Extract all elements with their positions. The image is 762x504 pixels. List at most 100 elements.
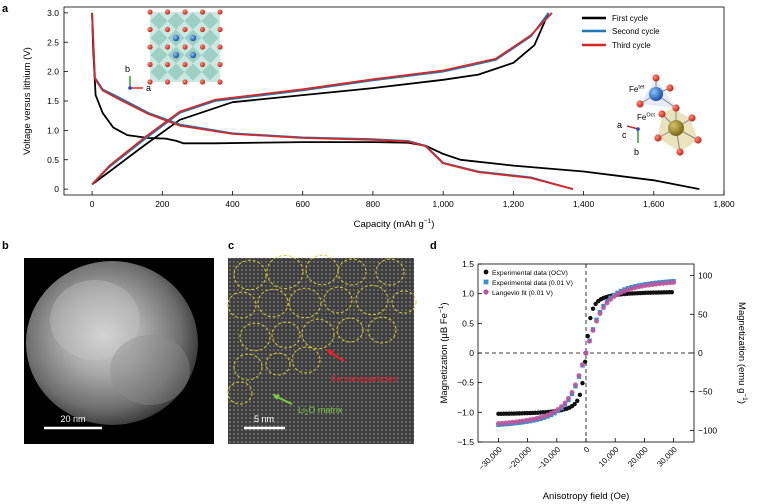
data-point-ocv	[593, 301, 598, 307]
data-point-ocv	[588, 315, 593, 321]
d-x-tick-label: 0	[582, 445, 592, 455]
d-y-tick-label: 0.5	[462, 318, 474, 328]
a-x-tick-label: 800	[366, 199, 380, 209]
data-point-langevin	[503, 420, 508, 426]
data-point-langevin	[569, 389, 575, 395]
panel-a-chart: 0 200 400 600 800 1,000 1,200 1,400 1,600 1,800 0…	[22, 6, 735, 230]
data-point-langevin	[517, 418, 522, 424]
nanoparticle-outline	[265, 352, 291, 376]
nanoparticle-outline	[257, 288, 289, 318]
oxygen-atom	[147, 61, 153, 68]
data-point-ocv	[580, 380, 585, 386]
d-y-tick-label-right: 0	[698, 348, 703, 358]
data-point-langevin	[664, 280, 669, 286]
d-y-tick-label-right: −100	[698, 425, 717, 435]
oxygen-atom	[199, 79, 206, 85]
legend-marker-ocv	[483, 269, 489, 275]
data-point-langevin	[573, 382, 578, 388]
a-y-tick-label: 1.0	[47, 125, 59, 135]
li2o-matrix-annotation: Li2O matrix	[298, 405, 343, 417]
fe-nanoparticles-annotation: Fe nanoparticles	[331, 374, 398, 384]
data-point-langevin	[594, 318, 599, 324]
data-point-langevin	[611, 294, 617, 300]
data-point-langevin	[562, 400, 568, 406]
oxygen-atom	[147, 44, 153, 50]
data-point-langevin	[604, 300, 610, 306]
data-point-ocv	[575, 398, 580, 403]
legend-label-first-cycle: First cycle	[612, 14, 649, 23]
data-point-langevin	[506, 420, 512, 425]
micrograph-c: Fe nanoparticles Li2O matrix 5 nm	[227, 254, 417, 444]
a-y-tick-label: 2.0	[47, 67, 59, 77]
data-point-langevin	[597, 311, 603, 317]
nanoparticle-outline	[288, 287, 322, 319]
oxygen-atom	[147, 79, 153, 85]
legend-label-third-cycle: Third cycle	[612, 41, 651, 50]
a-y-tick-label: 1.5	[47, 96, 59, 106]
nanoparticle-outline	[271, 321, 301, 349]
panel-label-b: b	[2, 240, 9, 252]
data-point-langevin	[590, 328, 596, 333]
data-point-langevin	[646, 282, 652, 288]
d-y-tick-label-right: 100	[698, 271, 712, 281]
iron-atom	[172, 51, 180, 59]
oxygen-atom	[147, 26, 153, 33]
nanoparticle-outline	[227, 381, 253, 405]
data-point-langevin	[601, 305, 606, 311]
series-third-cycle-charge	[91, 12, 553, 186]
nanoparticle-outline	[227, 291, 257, 319]
iron-atom	[189, 51, 197, 59]
d-y-tick-label-right: 50	[698, 309, 708, 319]
data-point-langevin	[657, 281, 662, 287]
data-point-langevin	[576, 373, 582, 378]
oxygen-atom	[182, 9, 188, 15]
d-y-tick-label: −1.0	[457, 407, 474, 417]
d-y-tick-label: 1.5	[462, 259, 474, 269]
data-point-langevin	[499, 420, 505, 426]
axis-a-label-left: a	[146, 83, 151, 93]
d-x-tick-label: 10,000	[597, 445, 621, 469]
d-y-tick-label-right: −50	[698, 387, 713, 397]
data-point-langevin	[667, 280, 673, 286]
nanoparticle-outline	[367, 316, 397, 344]
micrograph-b: 20 nm	[24, 258, 214, 444]
data-point-langevin	[660, 281, 666, 286]
data-point-langevin	[559, 404, 564, 409]
iron-atom	[172, 34, 180, 42]
d-x-tick-label: 30,000	[655, 445, 679, 469]
a-x-tick-label: 1,000	[433, 199, 455, 209]
a-y-tick-label: 0.5	[47, 155, 59, 165]
data-point-langevin	[583, 350, 589, 356]
oxygen-atom	[182, 61, 188, 68]
data-point-langevin	[510, 419, 515, 425]
axis-b-label-left: b	[125, 64, 130, 74]
legend-label-second-cycle: Second cycle	[612, 27, 660, 36]
nanoparticle-outline	[266, 254, 304, 290]
panel-a-y-axis-label: Voltage versus lithium (V)	[22, 47, 33, 155]
oxygen-atom	[164, 61, 171, 68]
octahedron	[201, 63, 219, 81]
a-y-tick-label: 0	[54, 184, 59, 194]
nanoparticle-outline	[391, 290, 417, 314]
panel-label-c: c	[228, 240, 234, 252]
scale-bar-label-b: 20 nm	[60, 414, 85, 424]
oxygen-atom	[217, 44, 223, 50]
series-first-cycle-discharge	[91, 12, 700, 190]
oxygen-atom	[182, 79, 188, 85]
series-langevin-fit-0-01-v-	[496, 280, 676, 426]
data-point-langevin	[650, 282, 655, 288]
axis-c-label-right: c	[622, 130, 627, 140]
a-x-tick-label: 200	[155, 199, 169, 209]
data-point-langevin	[513, 419, 519, 425]
nanoparticle-outline	[305, 254, 339, 286]
oxygen-atom	[217, 79, 223, 85]
a-x-tick-label: 1,600	[643, 199, 665, 209]
series-first-cycle-charge	[91, 12, 550, 186]
data-point-langevin	[552, 409, 557, 415]
nanoparticle-outline	[337, 258, 367, 286]
legend-label-001v: Experimental data (0.01 V)	[492, 280, 573, 287]
axis-indicator-right: a c b	[617, 120, 640, 157]
data-point-langevin	[608, 297, 613, 302]
series-third-cycle-discharge	[91, 12, 574, 190]
a-x-tick-label: 600	[296, 199, 310, 209]
